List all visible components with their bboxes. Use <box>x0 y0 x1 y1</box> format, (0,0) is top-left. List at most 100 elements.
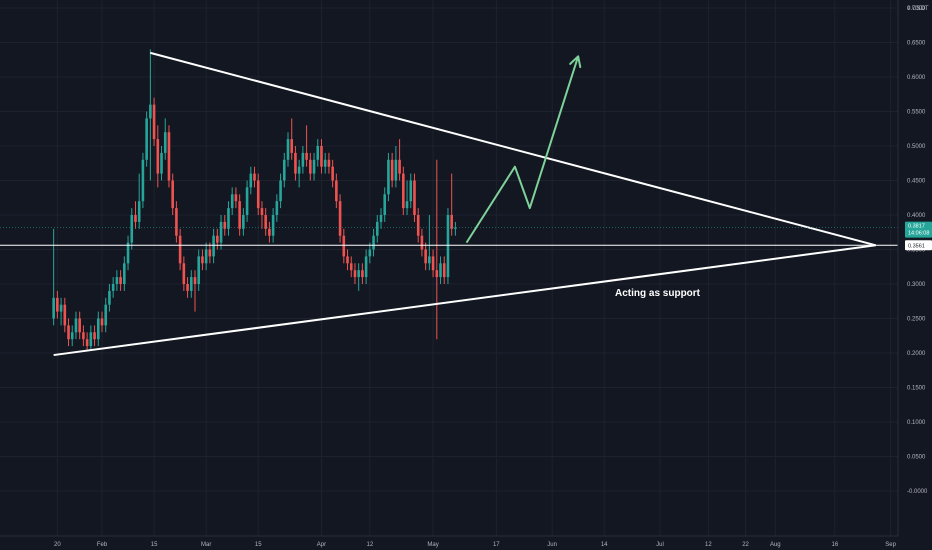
x-tick-label: 17 <box>493 542 500 548</box>
projection-path <box>465 55 580 244</box>
candle-body <box>271 215 275 236</box>
x-tick-label: Feb <box>97 542 108 548</box>
last-price-tag <box>905 221 932 238</box>
x-tick-label: 22 <box>742 542 749 548</box>
grid <box>0 0 898 536</box>
candle-body <box>320 146 323 167</box>
y-tick-label: 0.5000 <box>907 144 926 150</box>
candle-body <box>59 304 63 312</box>
candle-body <box>85 339 89 347</box>
x-tick-label: Mar <box>201 542 211 548</box>
resistance-trendline <box>150 51 877 247</box>
candle-body <box>212 235 215 257</box>
candle-body <box>309 159 312 174</box>
candle-body <box>130 215 134 243</box>
candle-body <box>204 249 208 264</box>
candle-body <box>349 263 353 271</box>
candle-body <box>145 118 148 160</box>
candle-body <box>372 235 375 250</box>
candle-body <box>67 325 70 340</box>
x-tick-label: 12 <box>705 542 712 548</box>
candle-body <box>108 290 111 305</box>
candle-body <box>156 139 160 174</box>
candle-body <box>301 152 305 167</box>
y-tick-label: 0.6500 <box>907 41 926 47</box>
y-tick-label: 0.4000 <box>907 213 926 219</box>
candle-body <box>297 166 301 174</box>
candle-body <box>242 215 245 229</box>
x-tick-label: Sep <box>885 542 896 548</box>
candle-body <box>74 318 78 333</box>
candle-body <box>383 194 387 215</box>
y-tick-label: -0.0000 <box>907 489 928 495</box>
last-price-value: 0.3817 <box>908 224 925 230</box>
candle-body <box>413 180 416 215</box>
candle-body <box>368 249 372 257</box>
candle-body <box>398 159 401 174</box>
y-tick-label: 0.2000 <box>907 351 926 357</box>
candle-body <box>123 263 126 284</box>
x-tick-label: May <box>427 542 438 548</box>
candle-body <box>93 332 96 340</box>
x-tick-label: 20 <box>54 542 61 548</box>
y-tick-label: 0.1000 <box>907 420 926 426</box>
candle-body <box>402 173 405 209</box>
candle-body <box>361 270 364 278</box>
candle-body <box>223 221 227 229</box>
candle-body <box>342 235 346 257</box>
candle-body <box>387 159 390 195</box>
candle-body <box>256 180 260 209</box>
y-tick-label: 0.2500 <box>907 317 926 323</box>
candle-body <box>428 256 431 264</box>
candle-body <box>253 173 256 181</box>
candle-body <box>454 227 457 229</box>
candle-body <box>152 104 156 140</box>
candle-body <box>219 221 223 243</box>
x-tick-label: Jul <box>656 542 664 548</box>
candle-body <box>52 297 55 319</box>
y-tick-label: 0.3500 <box>907 248 926 254</box>
candle-body <box>416 215 420 236</box>
candle-body <box>435 270 439 278</box>
candle-body <box>335 180 338 202</box>
candle-body <box>353 270 357 278</box>
candle-body <box>338 201 342 236</box>
x-tick-label: 15 <box>151 542 158 548</box>
y-tick-label: 0.7000 <box>907 6 926 12</box>
candle-body <box>357 270 360 278</box>
candle-body <box>171 180 174 209</box>
x-tick-label: 15 <box>255 542 262 548</box>
candle-body <box>290 139 294 153</box>
candle-body <box>104 304 108 326</box>
candle-body <box>442 263 446 278</box>
candle-body <box>197 256 201 284</box>
candle-body <box>234 194 238 202</box>
candle-body <box>137 201 141 222</box>
candle-body <box>346 256 349 264</box>
candle-body <box>439 263 442 278</box>
candle-body <box>431 256 435 271</box>
support-price-tag <box>905 240 932 251</box>
candle-body <box>405 201 409 209</box>
candle-body <box>245 187 249 215</box>
candle-body <box>178 235 182 264</box>
candle-body <box>126 242 130 264</box>
x-tick-label: Jun <box>547 542 557 548</box>
candle-body <box>282 159 286 181</box>
y-tick-label: 0.1500 <box>907 386 926 392</box>
candle-body <box>175 208 178 236</box>
candle-body <box>70 332 74 340</box>
candle-body <box>409 180 413 202</box>
candle-body <box>316 146 320 160</box>
candle-countdown: 14:06:08 <box>908 231 929 237</box>
y-tick-label: 0.4500 <box>907 179 926 185</box>
candle-body <box>119 277 122 284</box>
projection-arrowhead <box>569 55 582 69</box>
x-tick-label: Apr <box>317 542 326 548</box>
candle-body <box>111 284 115 291</box>
candle-body <box>160 152 163 174</box>
y-tick-label: 0.0500 <box>907 455 926 461</box>
candle-body <box>193 277 197 284</box>
